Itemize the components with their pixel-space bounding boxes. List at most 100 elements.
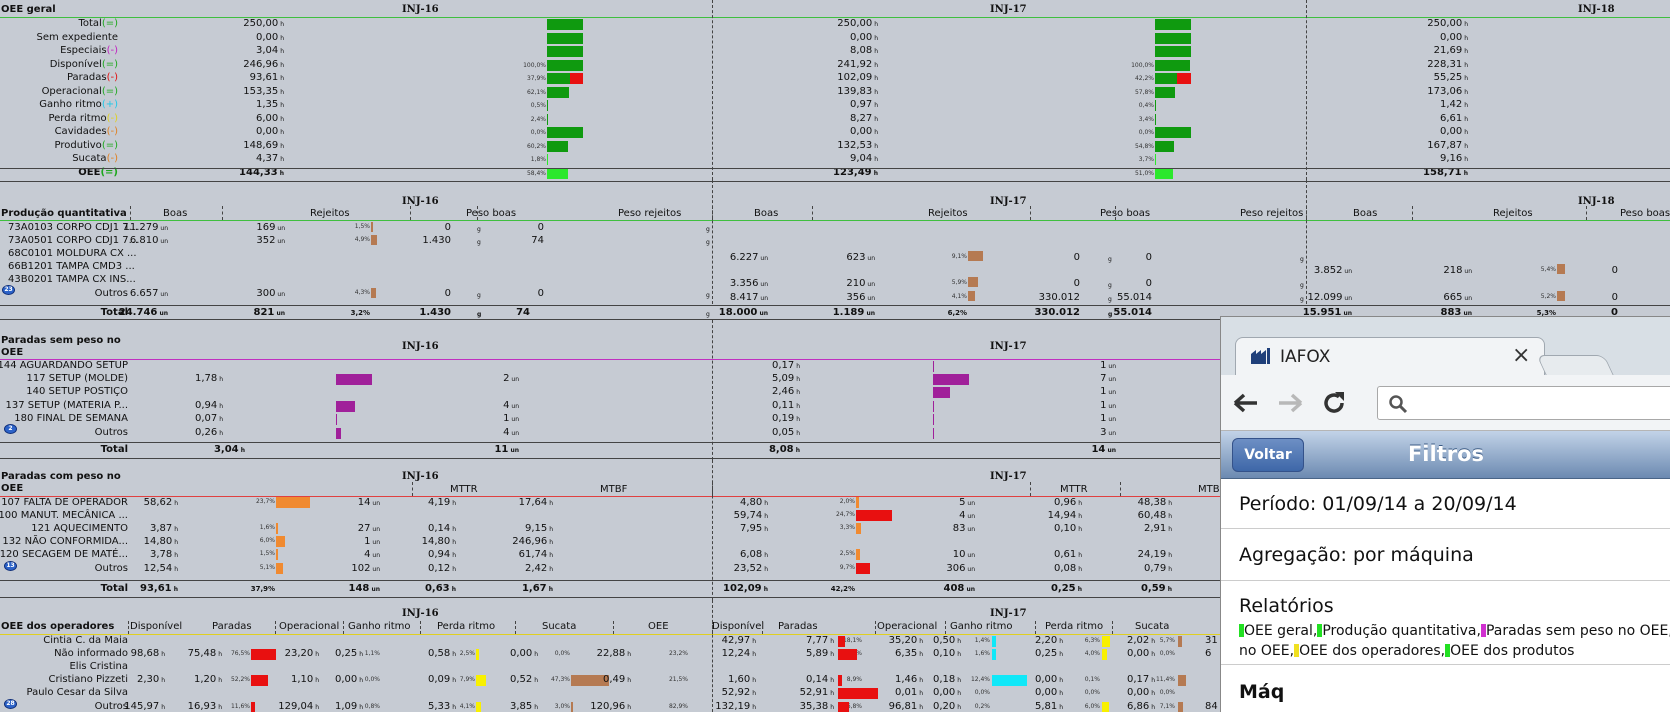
machine-header: INJ-17 (990, 196, 1027, 207)
back-button[interactable]: Voltar (1232, 438, 1304, 472)
periodo-row[interactable]: Período: 01/09/14 a 20/09/14 (1221, 479, 1670, 529)
unit: h (313, 677, 319, 684)
value-cell: 250,00 h (243, 18, 284, 31)
number: 0,59 (1140, 583, 1166, 594)
number: 0 (1073, 252, 1080, 263)
column-header: Disponível (712, 621, 765, 632)
unit: h (872, 88, 878, 96)
percent-label: 1,6% (259, 524, 275, 531)
value-cell: 330.012 (1034, 307, 1080, 319)
label-text: Operacional (41, 85, 102, 97)
machine-header: INJ-16 (402, 196, 439, 207)
percent-label: 7,1% (1159, 703, 1175, 710)
number: 0 (444, 222, 451, 233)
number: 0,94 (428, 549, 451, 560)
unit: un (865, 295, 875, 302)
back-arrow-icon[interactable] (1233, 392, 1259, 414)
unit: un (509, 430, 519, 437)
relatorios-row[interactable]: Relatórios OEE geral, Produção quantitati… (1221, 581, 1670, 665)
unit: un (158, 225, 168, 232)
report-item: no OEE, (1239, 643, 1295, 659)
unit: un (1461, 310, 1472, 317)
percent-label: 11,6% (230, 703, 250, 710)
number: 4 (959, 510, 966, 521)
reload-icon[interactable] (1321, 390, 1347, 416)
column-header: Operacional (877, 621, 938, 632)
value-cell: 0,00 h (1440, 32, 1468, 45)
number: 52,92 (721, 687, 751, 698)
value-cell: 4 un (959, 510, 975, 523)
new-tab-button[interactable] (1536, 355, 1614, 375)
number: 9,15 (525, 523, 548, 534)
value-cell: 15.951 un (1303, 307, 1352, 320)
divider-line (0, 17, 1670, 18)
number: 1,60 (728, 674, 751, 685)
column-separator (222, 206, 223, 220)
operator-sign: (=) (101, 58, 118, 70)
oee-bar (547, 140, 568, 152)
number: 148 (348, 583, 370, 594)
number: 12.099 (1307, 292, 1343, 303)
unit: h (917, 651, 923, 658)
unit: h (750, 677, 756, 684)
oee-bar (547, 73, 570, 84)
divider-line (0, 305, 1670, 306)
unit: h (762, 526, 768, 533)
number: 167,87 (1427, 139, 1463, 151)
address-bar[interactable] (1377, 386, 1670, 420)
oper-bar (251, 675, 268, 686)
value-cell: 1.430 (419, 307, 451, 319)
agregacao-row[interactable]: Agregação: por máquina (1221, 529, 1670, 581)
browser-tab[interactable]: IAFOX × (1235, 337, 1545, 375)
number: 3,85 (510, 701, 533, 712)
stop-bar (856, 510, 892, 521)
forward-arrow-icon[interactable] (1277, 392, 1303, 414)
stop-bar (856, 563, 870, 574)
row-label: Ganho ritmo(+) (39, 99, 118, 111)
unit: h (917, 638, 923, 645)
value-cell: 173,06 h (1427, 86, 1468, 99)
oee-bar (547, 113, 548, 125)
row-label: Perda ritmo(-) (48, 113, 118, 125)
value-cell: 1.189 un (833, 307, 875, 320)
unit: h (872, 21, 878, 28)
value-cell: 0,17 h (1127, 674, 1155, 687)
maquinas-row[interactable]: Máq (1221, 665, 1670, 712)
expand-more-button[interactable]: 28 (4, 699, 17, 709)
column-separator (1412, 206, 1413, 220)
section-title-paradas-sem-peso: Paradas sem peso no (1, 335, 121, 346)
value-cell: 12,54 h (144, 563, 178, 576)
expand-more-button[interactable]: 13 (4, 561, 17, 571)
unit: h (450, 500, 456, 507)
unit: h (450, 526, 456, 533)
number: 4,19 (428, 497, 451, 508)
number: 1 (1100, 400, 1107, 411)
unit: un (275, 238, 285, 245)
value-cell: 11.279 un (123, 222, 168, 235)
unit: un (1342, 268, 1352, 275)
value-cell: 4,80 h (740, 497, 768, 510)
percent-label: 1,1% (364, 650, 380, 657)
value-cell: 144,33 h (239, 167, 284, 180)
percent-label: 6,2% (947, 309, 967, 317)
number: 0,17 (772, 360, 795, 371)
value-cell: 665 un (1443, 292, 1472, 305)
oper-bar (476, 649, 479, 660)
number: 250,00 (837, 18, 873, 29)
unit: h (1166, 566, 1172, 573)
tab-close-icon[interactable]: × (1512, 343, 1531, 368)
percent-label: 5,4% (1540, 266, 1556, 273)
oper-bar (251, 649, 276, 660)
number: 1,67 (521, 583, 547, 594)
number: 0,58 (428, 648, 451, 659)
report-color-chip (1480, 624, 1486, 637)
percent-label: 0,0% (530, 129, 546, 136)
percent-label: 42,2% (830, 585, 855, 593)
expand-more-button[interactable]: 2 (4, 424, 17, 434)
column-header: Peso boas (1100, 208, 1151, 219)
unit: h (278, 21, 284, 28)
number: 0,10 (933, 648, 956, 659)
unit: h (1057, 677, 1063, 684)
expand-more-button[interactable]: 23 (2, 285, 15, 295)
number: 0 (1611, 292, 1618, 303)
